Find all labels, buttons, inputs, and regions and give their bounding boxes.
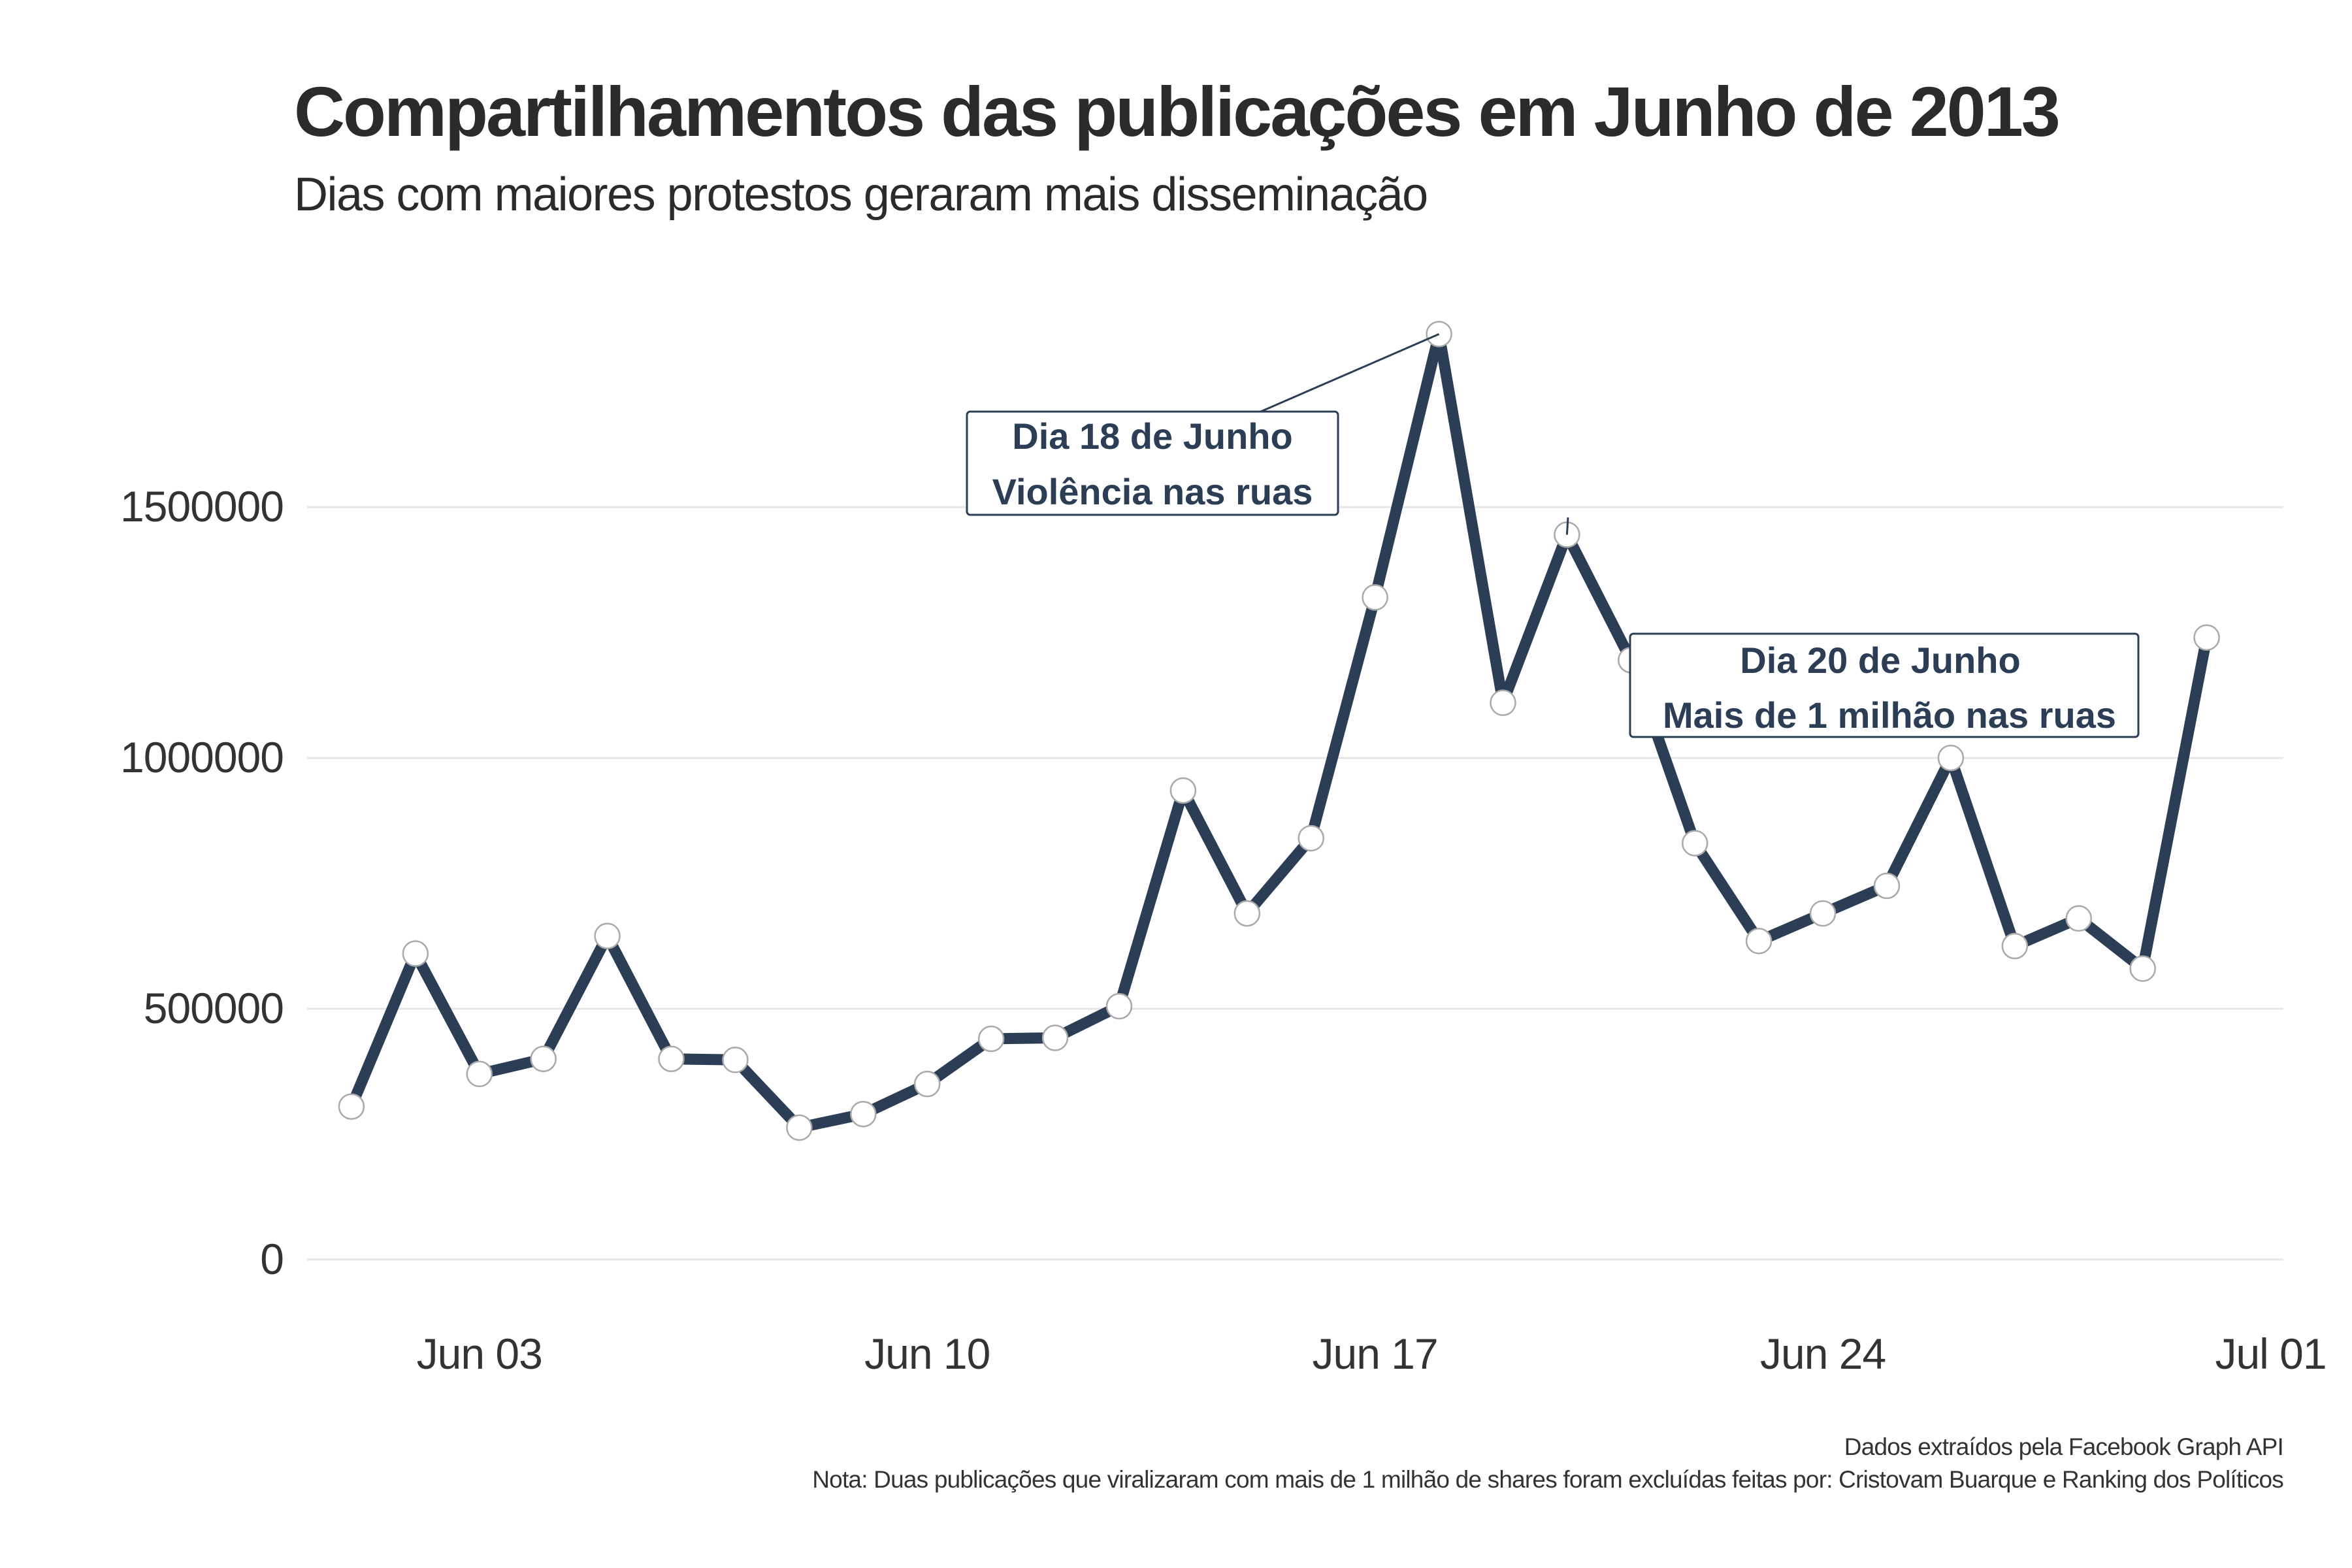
annotation-jun-18: Dia 18 de Junho Violência nas ruas (966, 333, 1440, 516)
x-tick-label: Jun 17 (1313, 1330, 1438, 1378)
data-point (1681, 830, 1708, 857)
series-line (346, 328, 2213, 1134)
annotation-leader-line (1565, 517, 1569, 535)
data-point (913, 1070, 941, 1098)
y-tick-label: 1500000 (120, 482, 284, 531)
data-point (2129, 955, 2156, 982)
caption-source: Dados extraídos pela Facebook Graph API (1844, 1433, 2283, 1460)
annotation-box (966, 410, 1339, 516)
data-point (530, 1045, 557, 1073)
x-axis: Jun 03 Jun 10 Jun 17 Jun 24 Jul 01 (417, 1330, 2327, 1378)
data-point (1169, 777, 1197, 804)
chart-subtitle: Dias com maiores protestos geraram mais … (294, 169, 1428, 221)
x-tick-label: Jun 10 (864, 1330, 990, 1378)
annotation-title: Dia 20 de Junho (1740, 640, 2020, 681)
y-tick-label: 1000000 (120, 733, 284, 781)
series-line-group (346, 328, 2213, 1134)
annotation-leader-line (1257, 333, 1440, 414)
data-point (977, 1025, 1005, 1053)
data-points (338, 321, 2220, 1141)
y-tick-label: 500000 (144, 984, 284, 1032)
data-point (1745, 928, 1772, 955)
data-point (1362, 584, 1388, 611)
data-point (658, 1045, 685, 1073)
x-tick-label: Jul 01 (2215, 1330, 2326, 1378)
annotation-title: Dia 18 de Junho (1012, 416, 1292, 457)
data-point (786, 1114, 813, 1141)
data-point (1809, 900, 1837, 927)
data-point (850, 1100, 877, 1128)
annotation-text: Mais de 1 milhão nas ruas (1663, 694, 2116, 736)
annotation-text: Violência nas ruas (992, 471, 1313, 512)
data-point (2193, 624, 2220, 651)
data-point (722, 1047, 749, 1073)
data-point (594, 923, 621, 949)
annotation-box (1629, 632, 2140, 738)
data-point (1298, 825, 1324, 852)
data-point (1105, 992, 1133, 1020)
data-point (466, 1060, 493, 1088)
x-tick-label: Jun 24 (1760, 1330, 1886, 1378)
data-point (1041, 1024, 1069, 1051)
gridlines (307, 506, 2283, 1261)
annotation-jun-20: Dia 20 de Junho Mais de 1 milhão nas rua… (1565, 517, 2140, 738)
caption-note: Nota: Duas publicações que viralizaram c… (812, 1466, 2283, 1493)
chart-title: Compartilhamentos das publicações em Jun… (294, 72, 2059, 151)
data-point (1873, 872, 1901, 900)
data-point (1490, 689, 1516, 716)
data-point (402, 940, 429, 967)
data-point (2001, 932, 2029, 960)
x-tick-label: Jun 03 (417, 1330, 542, 1378)
data-point (1233, 900, 1261, 927)
data-point (1937, 744, 1965, 772)
y-axis: 0 500000 1000000 1500000 (120, 482, 284, 1283)
data-point (2065, 905, 2093, 932)
data-point (338, 1093, 365, 1120)
y-tick-label: 0 (260, 1235, 284, 1283)
